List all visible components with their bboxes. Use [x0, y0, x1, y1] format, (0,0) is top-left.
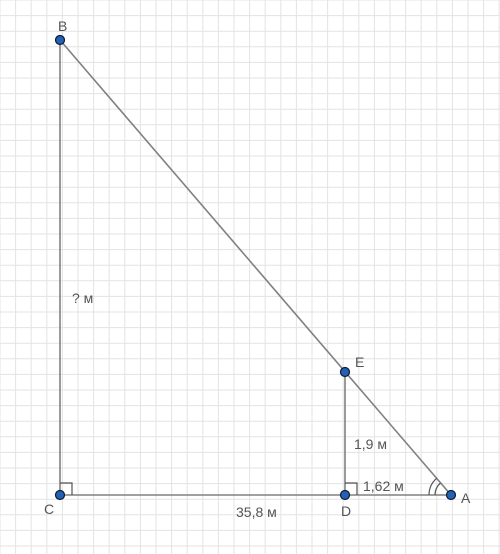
point-label-C: C — [44, 501, 54, 517]
point-label-B: B — [58, 18, 67, 34]
point-label-D: D — [341, 503, 351, 519]
geometry-diagram — [0, 0, 500, 554]
point-A — [447, 491, 456, 500]
dimension-label-ca: 35,8 м — [236, 504, 277, 520]
point-label-E: E — [355, 354, 364, 370]
point-B — [56, 36, 65, 45]
angle-arc-A-0 — [435, 483, 441, 495]
dimension-label-da: 1,62 м — [363, 478, 404, 494]
point-E — [341, 368, 350, 377]
point-C — [56, 491, 65, 500]
dimension-label-bc_unknown: ? м — [72, 290, 93, 306]
segment-BA — [60, 40, 451, 495]
dimension-label-ed: 1,9 м — [354, 436, 387, 452]
point-label-A: A — [461, 490, 470, 506]
point-D — [341, 491, 350, 500]
